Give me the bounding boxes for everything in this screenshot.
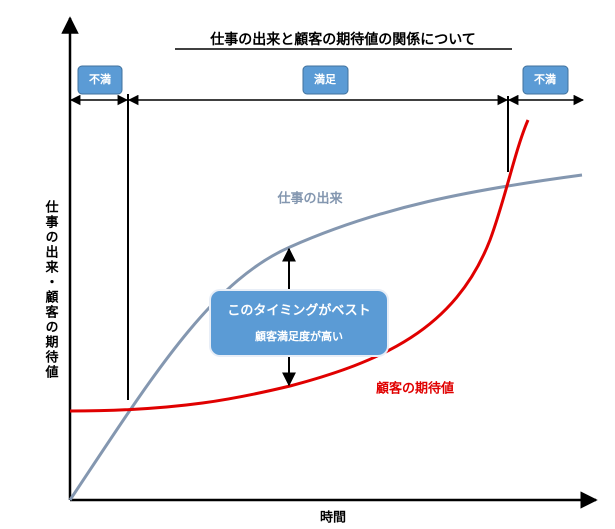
callout-title: このタイミングがベスト <box>227 303 370 319</box>
zone-label: 満足 <box>314 72 337 86</box>
callout-text: 顧客満足度が高い <box>255 329 343 343</box>
y-axis-label: 仕事の出来・顧客の期待値 <box>43 199 60 380</box>
zone-box <box>302 65 349 95</box>
curve-label: 仕事の出来 <box>276 191 343 207</box>
zone-label: 不満 <box>534 72 556 86</box>
zone-box <box>522 65 569 95</box>
zone-label: 不満 <box>89 72 111 86</box>
curve-label: 顧客の期待値 <box>376 381 454 397</box>
x-axis-label: 時間 <box>320 510 346 526</box>
title: 仕事の出来と顧客の期待値の関係について <box>209 31 476 48</box>
expectation-curve <box>69 119 530 413</box>
work-curve <box>68 173 583 501</box>
callout-box <box>209 289 389 357</box>
zone-box <box>77 65 123 95</box>
